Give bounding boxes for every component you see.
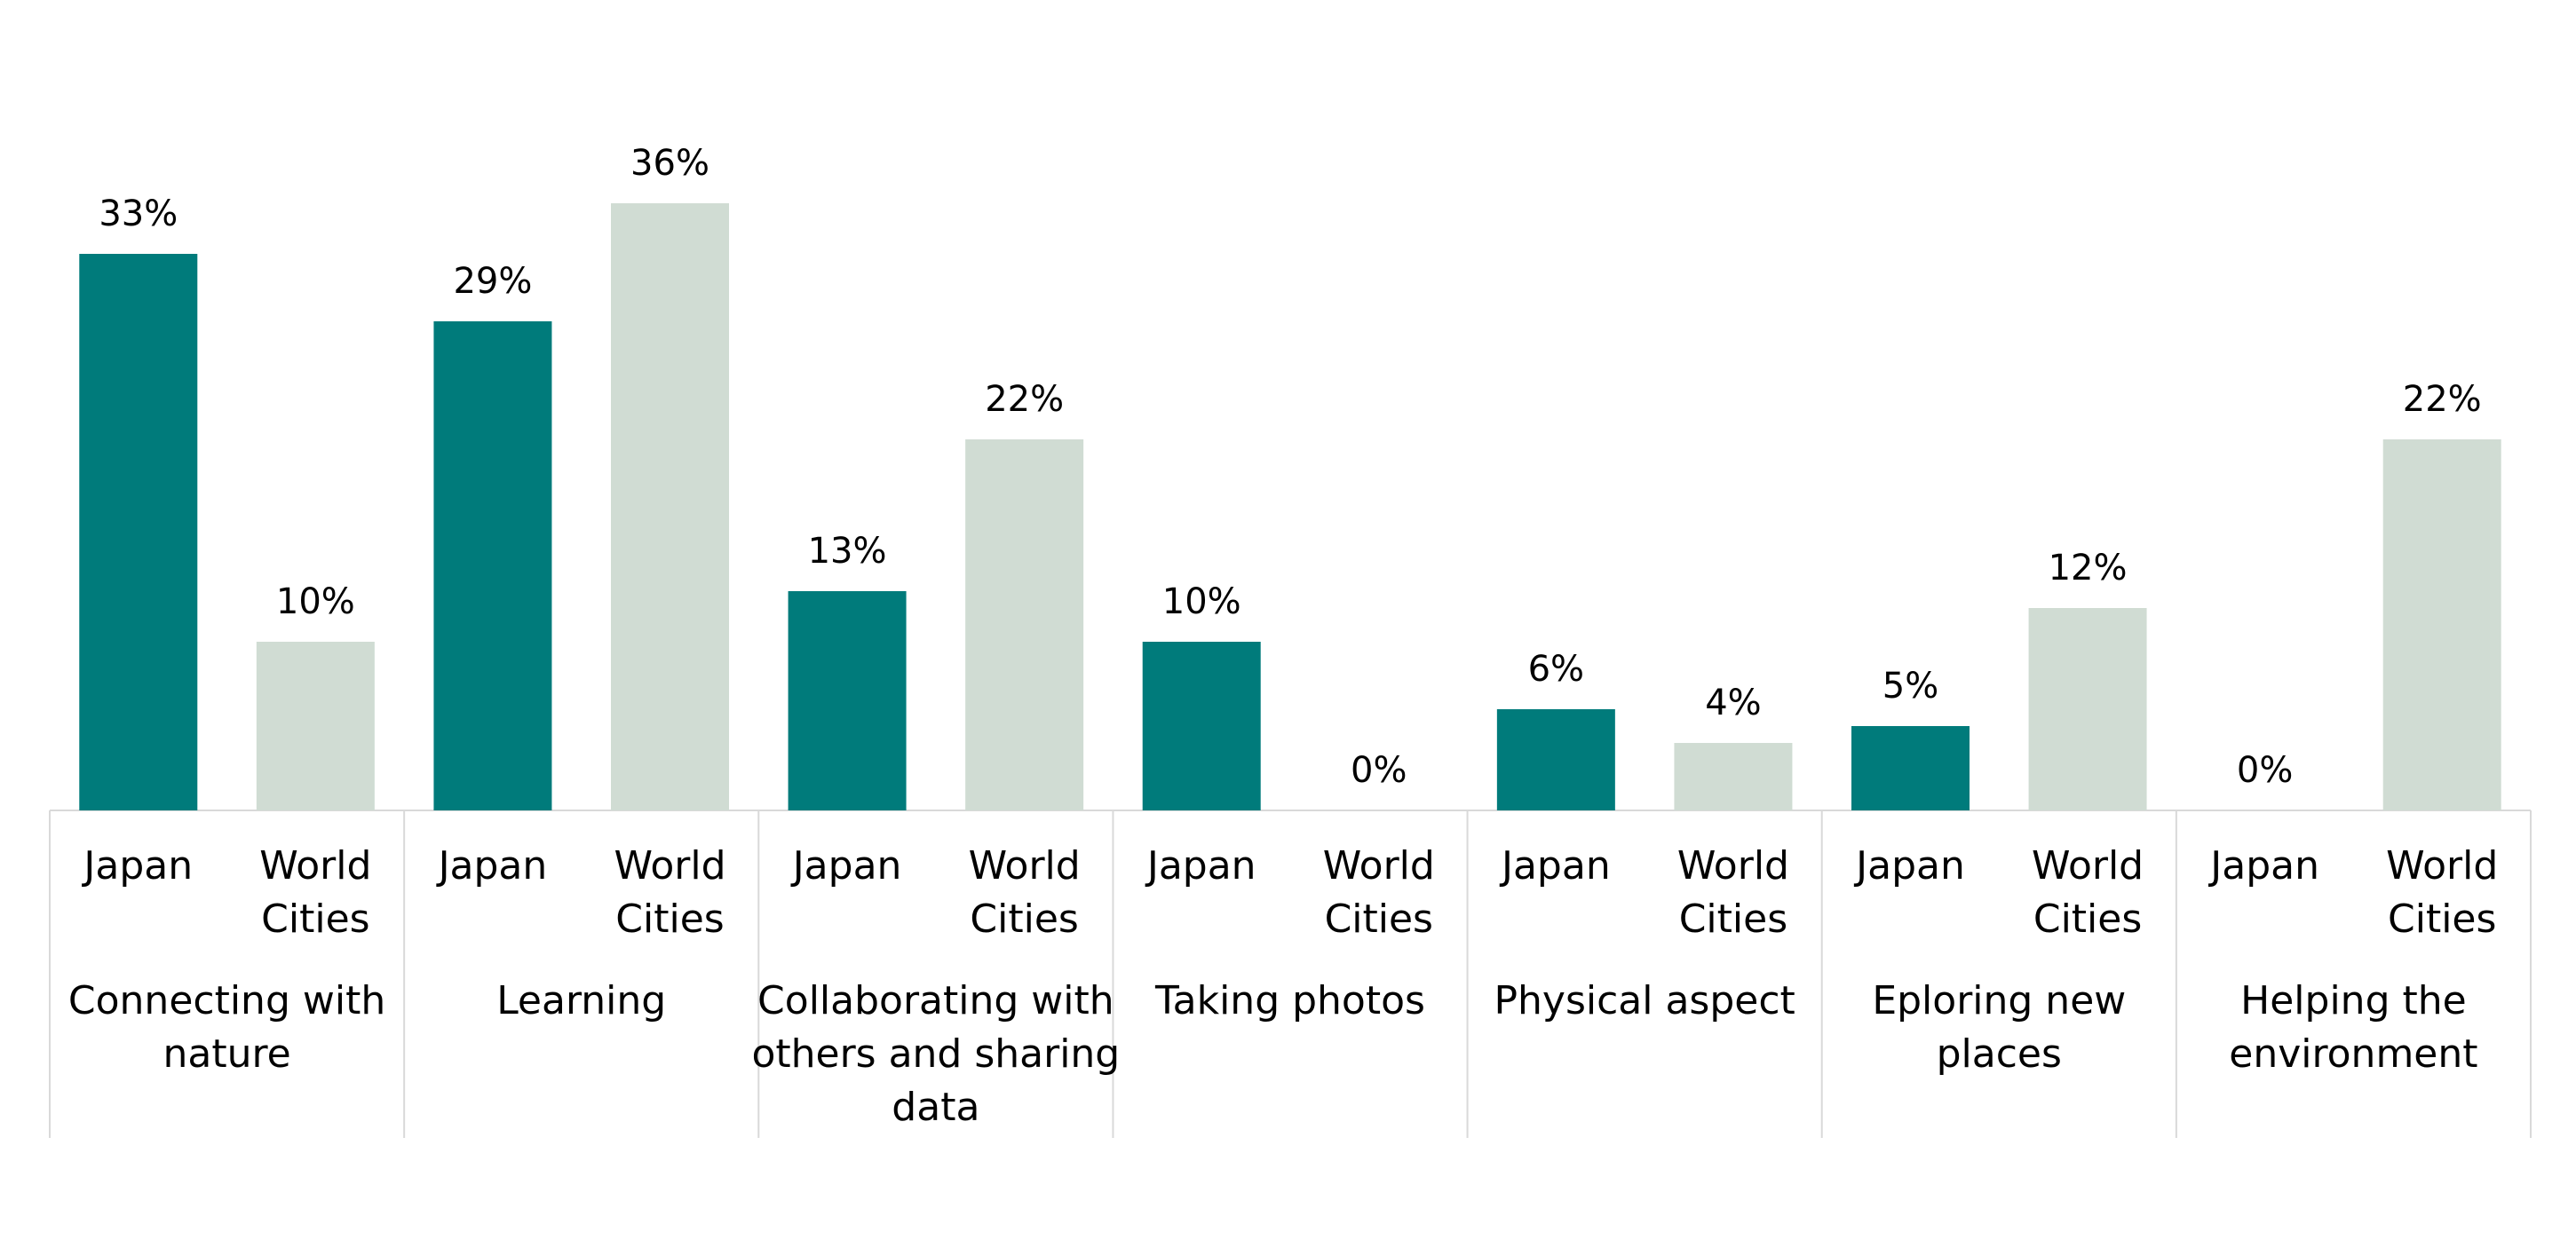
x-tick-label: Cities: [261, 897, 369, 942]
x-tick-label: Japan: [1853, 843, 1965, 889]
bar-value-label: 10%: [276, 581, 355, 622]
x-tick-label: Cities: [1325, 897, 1433, 942]
bar-value-label: 0%: [1351, 750, 1407, 791]
x-tick-label: World: [1323, 843, 1435, 889]
x-tick-label: Japan: [436, 843, 548, 889]
bar: [2028, 608, 2147, 810]
group-label: nature: [162, 1031, 290, 1077]
bar-value-label: 5%: [1882, 666, 1938, 707]
x-tick-label: World: [2386, 843, 2498, 889]
x-tick-label: Japan: [1145, 843, 1256, 889]
bar-value-label: 6%: [1528, 649, 1584, 690]
bar: [1674, 743, 1793, 810]
bar: [256, 642, 375, 810]
group-label: others and sharing: [751, 1031, 1120, 1077]
x-tick-label: World: [614, 843, 725, 889]
x-tick-label: Cities: [970, 897, 1078, 942]
group-label: Learning: [496, 978, 666, 1023]
bar: [1496, 709, 1615, 810]
bar-value-label: 0%: [2237, 750, 2293, 791]
bar-value-label: 22%: [985, 379, 1064, 420]
x-tick-label: Japan: [81, 843, 193, 889]
bar: [611, 203, 729, 810]
x-tick-label: World: [1677, 843, 1789, 889]
group-label: environment: [2229, 1031, 2477, 1077]
x-tick-label: Cities: [615, 897, 724, 942]
bar-value-label: 36%: [630, 143, 709, 184]
x-tick-label: Cities: [2388, 897, 2496, 942]
group-label: Helping the: [2240, 978, 2467, 1023]
bar-value-label: 12%: [2049, 548, 2128, 588]
bar-value-label: 22%: [2403, 379, 2482, 420]
bar-value-label: 10%: [1162, 581, 1241, 622]
bar-value-label: 4%: [1705, 683, 1761, 723]
group-label: Collaborating with: [757, 978, 1114, 1023]
x-tick-label: Japan: [2207, 843, 2319, 889]
bar-value-label: 33%: [99, 194, 178, 234]
bar-value-label: 13%: [808, 531, 887, 572]
bar: [1851, 726, 1970, 810]
bar-value-label: 29%: [453, 261, 532, 302]
group-label: data: [892, 1085, 979, 1130]
x-tick-label: Japan: [790, 843, 902, 889]
x-tick-label: World: [969, 843, 1081, 889]
bar: [788, 591, 907, 810]
bar: [79, 254, 198, 810]
group-label: Eploring new: [1872, 978, 2126, 1023]
bar: [433, 321, 552, 810]
bar: [965, 439, 1084, 810]
x-tick-label: World: [259, 843, 371, 889]
bar: [1142, 642, 1261, 810]
x-tick-label: Cities: [1679, 897, 1787, 942]
group-label: Physical aspect: [1494, 978, 1795, 1023]
x-tick-label: Cities: [2033, 897, 2142, 942]
x-tick-label: Japan: [1499, 843, 1611, 889]
group-label: Taking photos: [1154, 978, 1425, 1023]
group-label: places: [1937, 1031, 2062, 1077]
x-tick-label: World: [2032, 843, 2144, 889]
bar: [2382, 439, 2501, 810]
group-label: Connecting with: [68, 978, 385, 1023]
